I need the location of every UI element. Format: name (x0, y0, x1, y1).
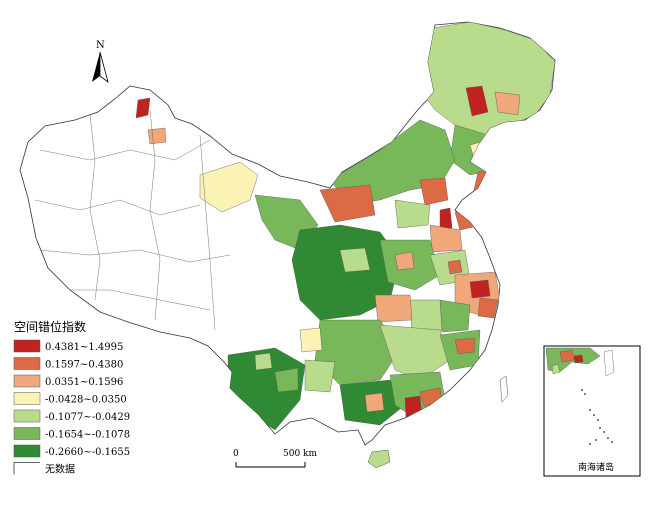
legend-title: 空间错位指数 (14, 319, 86, 334)
north-arrow-icon: N (92, 40, 109, 84)
legend-label: 0.1597~0.4380 (45, 360, 123, 371)
colored-regions (34, 22, 555, 431)
legend-label: -0.0428~0.0350 (45, 395, 127, 406)
hainan-island (367, 449, 391, 469)
north-label: N (96, 40, 105, 51)
scale-bar: 0 500 km (233, 449, 317, 468)
scale-end-label: 500 km (283, 449, 317, 459)
legend-label: -0.1077~-0.0429 (45, 412, 130, 423)
inset-label: 南海诸岛 (578, 461, 614, 473)
legend-label: -0.2660~-0.1655 (45, 447, 130, 458)
legend-swatch (13, 357, 41, 370)
legend-swatch (13, 444, 41, 458)
taiwan-island (499, 375, 509, 403)
legend-swatch (13, 392, 41, 405)
legend-swatch (13, 409, 41, 423)
scale-zero-label: 0 (233, 449, 239, 459)
legend-nodata-swatch (13, 462, 40, 475)
legend: 空间错位指数 0.4381~1.4995 0.1597~0.4380 0.0351~… (13, 319, 130, 476)
legend-swatch (13, 427, 41, 440)
legend-swatch (13, 339, 41, 353)
legend-swatch (13, 374, 41, 388)
south-china-sea-inset: 南海诸岛 (543, 345, 641, 477)
legend-label: -0.1654~-0.1078 (45, 430, 130, 441)
legend-label: 0.0351~0.1596 (45, 377, 123, 388)
legend-label: 0.4381~1.4995 (45, 342, 123, 353)
legend-nodata-label: 无数据 (45, 463, 75, 476)
